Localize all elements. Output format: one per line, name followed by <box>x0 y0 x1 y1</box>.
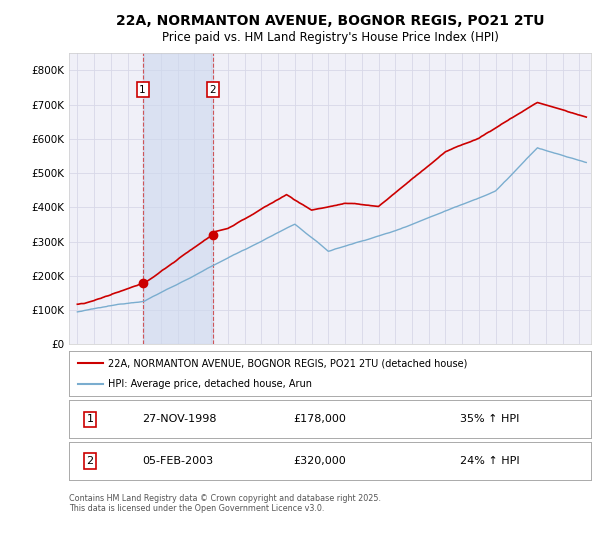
Text: 24% ↑ HPI: 24% ↑ HPI <box>461 456 520 466</box>
Text: Contains HM Land Registry data © Crown copyright and database right 2025.
This d: Contains HM Land Registry data © Crown c… <box>69 494 381 514</box>
Text: 2: 2 <box>86 456 94 466</box>
Text: 1: 1 <box>86 414 94 424</box>
Text: 22A, NORMANTON AVENUE, BOGNOR REGIS, PO21 2TU (detached house): 22A, NORMANTON AVENUE, BOGNOR REGIS, PO2… <box>108 358 467 368</box>
Bar <box>143 53 213 344</box>
Text: 1: 1 <box>139 85 146 95</box>
Text: 35% ↑ HPI: 35% ↑ HPI <box>461 414 520 424</box>
Text: 22A, NORMANTON AVENUE, BOGNOR REGIS, PO21 2TU: 22A, NORMANTON AVENUE, BOGNOR REGIS, PO2… <box>116 14 544 28</box>
Text: Price paid vs. HM Land Registry's House Price Index (HPI): Price paid vs. HM Land Registry's House … <box>161 31 499 44</box>
Text: 05-FEB-2003: 05-FEB-2003 <box>142 456 213 466</box>
Text: £178,000: £178,000 <box>293 414 346 424</box>
Text: 27-NOV-1998: 27-NOV-1998 <box>142 414 217 424</box>
Text: £320,000: £320,000 <box>293 456 346 466</box>
Text: HPI: Average price, detached house, Arun: HPI: Average price, detached house, Arun <box>108 379 312 389</box>
Text: 2: 2 <box>209 85 216 95</box>
